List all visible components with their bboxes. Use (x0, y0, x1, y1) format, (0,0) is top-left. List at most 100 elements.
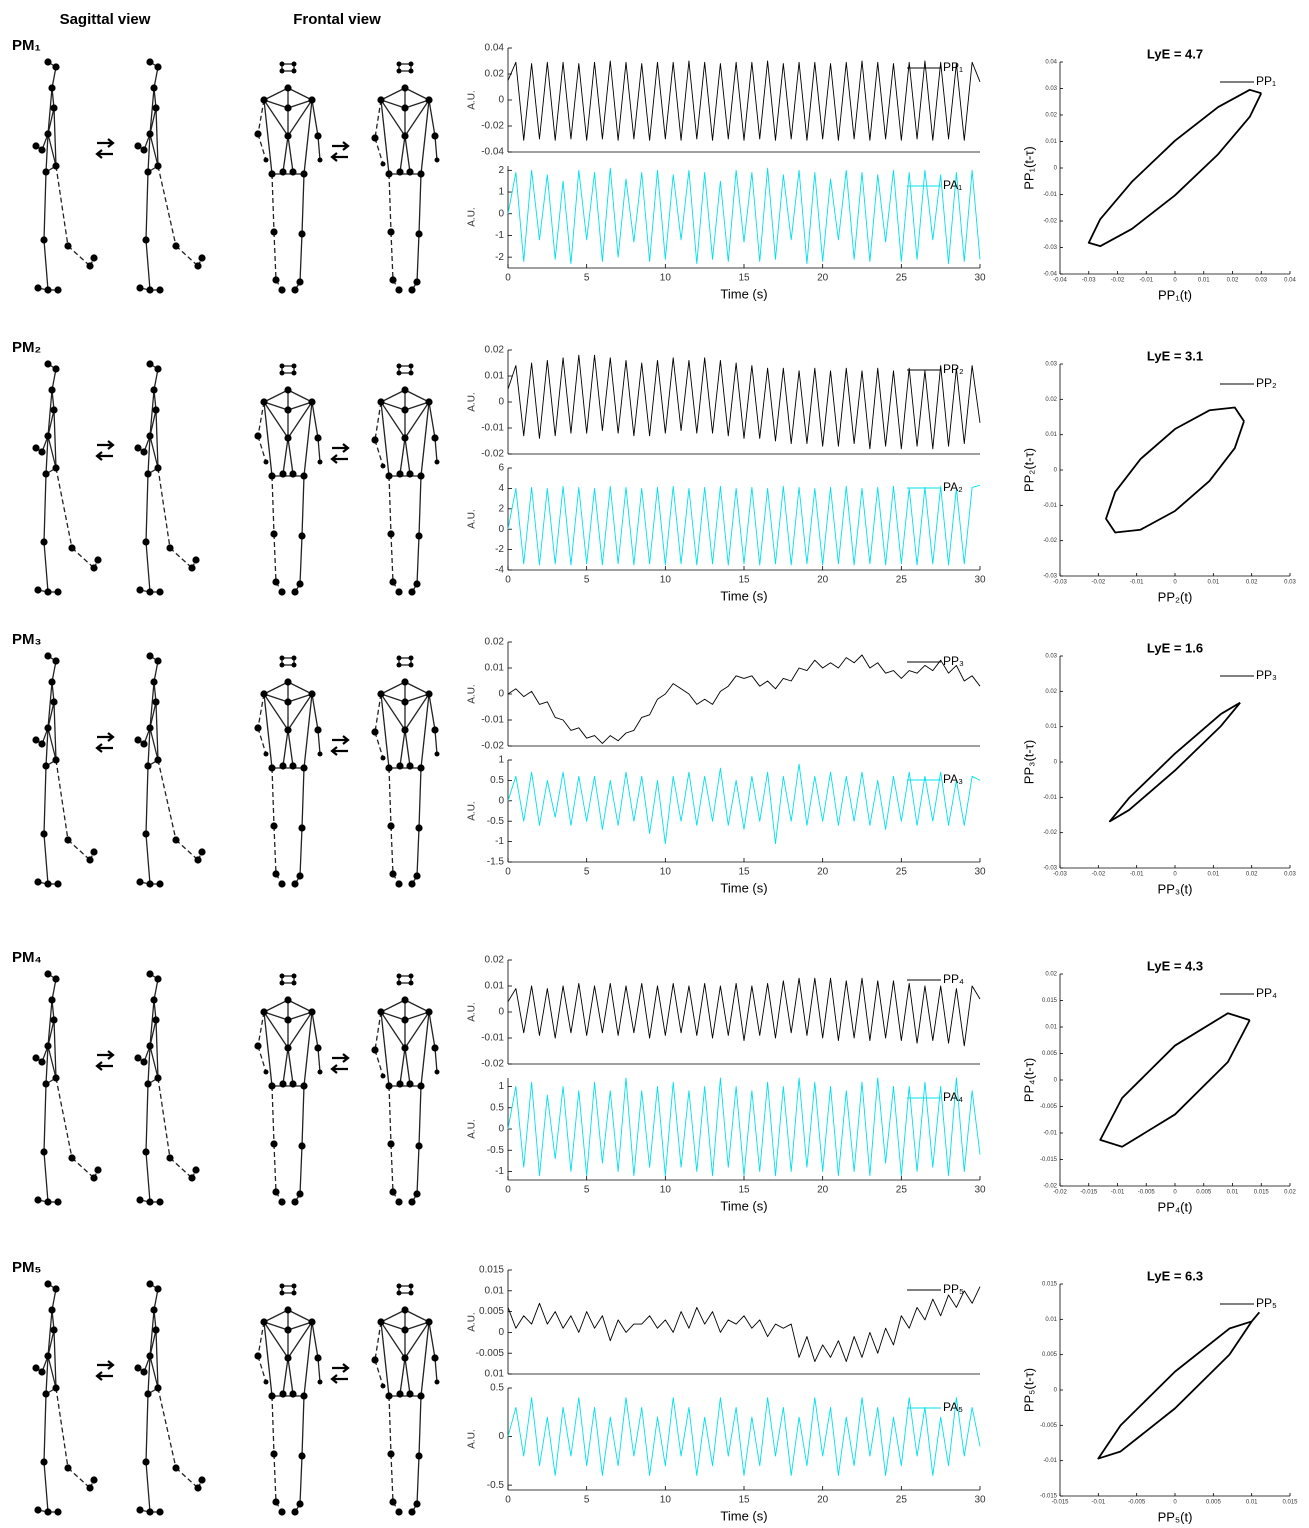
x-tick-label: -0.015 (1051, 1500, 1069, 1506)
joint (298, 1452, 305, 1459)
x-tick-label: 5 (584, 575, 590, 586)
joint (401, 996, 408, 1003)
joint (86, 262, 93, 269)
arrow (97, 1062, 113, 1070)
joint (42, 168, 49, 175)
x-tick-label: 25 (896, 1495, 908, 1506)
y-tick-label: -0.5 (487, 1480, 505, 1491)
joint (172, 242, 179, 249)
joint (198, 254, 205, 261)
joint (140, 146, 147, 153)
joint (397, 1284, 402, 1289)
x-tick-label: 0.01 (1246, 1500, 1258, 1506)
joint (34, 586, 41, 593)
y-tick-label: 0.01 (1045, 139, 1057, 145)
y-axis-label: A.U. (467, 1312, 478, 1331)
joint (291, 1198, 298, 1205)
y-axis-label: PP₄(t-τ) (1021, 1058, 1036, 1102)
joint (50, 1016, 57, 1023)
joint (300, 472, 307, 479)
joint (395, 1198, 402, 1205)
joint (64, 242, 71, 249)
x-tick-label: -0.02 (1091, 872, 1105, 878)
y-axis-label: A.U. (467, 684, 478, 703)
limb (56, 1078, 72, 1158)
x-tick-label: 0.01 (1198, 278, 1210, 284)
x-tick-label: 5 (584, 867, 590, 878)
sagittal-header: Sagittal view (60, 11, 151, 28)
joint (260, 398, 267, 405)
joint (146, 1042, 153, 1049)
limb (283, 730, 288, 766)
limb (288, 682, 312, 694)
joint (377, 96, 384, 103)
arrow (332, 142, 348, 150)
x-tick-label: -0.01 (1091, 1500, 1105, 1506)
limb (264, 1000, 288, 1012)
joint (278, 1508, 285, 1515)
arrow (332, 444, 348, 452)
x-tick-label: 20 (817, 575, 829, 586)
y-tick-label: 0 (498, 1124, 504, 1135)
x-tick-label: 10 (660, 273, 672, 284)
joint (409, 663, 414, 668)
figure: Sagittal view Frontal view PM₁PM₂PM₃PM₄P… (0, 0, 1309, 1528)
arrow (97, 1051, 113, 1059)
y-tick-label: -0.005 (1040, 1423, 1058, 1429)
limb (302, 768, 304, 828)
arrow (332, 455, 348, 463)
limb (318, 136, 320, 160)
limb (391, 232, 393, 280)
limb (146, 172, 148, 240)
limb (272, 1086, 274, 1144)
limb (146, 766, 148, 834)
y-tick-label: 0.005 (1042, 1051, 1058, 1057)
joint (415, 532, 422, 539)
joint (395, 286, 402, 293)
joint (272, 578, 279, 585)
x-tick-label: 0 (505, 867, 511, 878)
joint (260, 96, 267, 103)
joint (32, 1364, 39, 1371)
joint (48, 386, 55, 393)
limb (258, 100, 264, 134)
joint (413, 872, 420, 879)
x-axis-label: Time (s) (720, 1508, 767, 1523)
joint (52, 975, 59, 982)
limb (381, 1000, 405, 1012)
series-line (508, 978, 980, 1046)
legend-label: PA₄ (943, 1090, 963, 1104)
limb (44, 1084, 46, 1152)
y-tick-label: 0.03 (1045, 362, 1057, 368)
joint (401, 386, 408, 393)
joint (268, 764, 275, 771)
joint (146, 1352, 153, 1359)
y-tick-label: -0.01 (481, 715, 504, 726)
limb (44, 542, 48, 592)
limb (264, 694, 288, 702)
joint (381, 464, 386, 469)
joint (54, 1198, 61, 1205)
x-tick-label: 0 (505, 1495, 511, 1506)
joint (381, 162, 386, 167)
joint (188, 564, 195, 571)
joint (44, 1508, 51, 1515)
joint (154, 464, 161, 471)
limb (272, 174, 274, 232)
x-tick-label: -0.02 (1091, 580, 1105, 586)
x-tick-label: 0 (505, 1185, 511, 1196)
x-tick-label: 10 (660, 1495, 672, 1506)
joint (291, 880, 298, 887)
joint (401, 678, 408, 685)
joint (44, 652, 51, 659)
y-tick-label: 0.02 (1045, 113, 1057, 119)
joint (425, 398, 432, 405)
joint (142, 1458, 149, 1465)
limb (288, 1310, 312, 1322)
joint (314, 1044, 321, 1051)
joint (254, 1042, 261, 1049)
limb (258, 1046, 266, 1072)
joint (296, 1190, 303, 1197)
limb (405, 730, 410, 766)
joint (54, 286, 61, 293)
